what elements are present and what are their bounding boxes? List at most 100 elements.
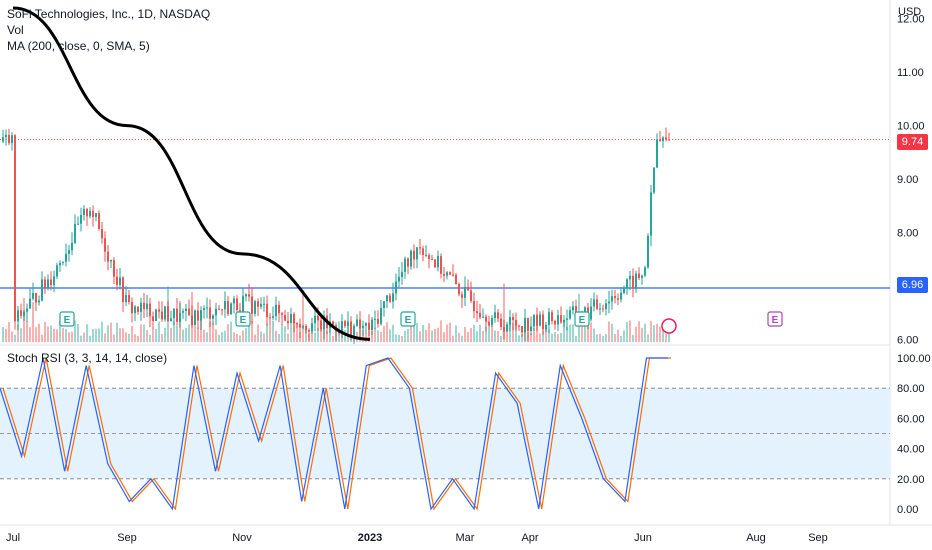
volume-bar xyxy=(605,334,607,342)
candle xyxy=(560,315,562,323)
rsi-k-line[interactable] xyxy=(0,357,668,511)
candle xyxy=(497,312,499,319)
volume-bar xyxy=(632,334,634,342)
candle xyxy=(41,279,43,301)
stoch-rsi-legend[interactable]: Stoch RSI (3, 3, 14, 14, close) xyxy=(7,351,168,365)
candle xyxy=(623,288,625,293)
volume-bar xyxy=(362,330,364,342)
earnings-marker[interactable] xyxy=(767,311,783,327)
candle xyxy=(527,317,529,331)
volume-bar xyxy=(572,324,574,342)
currency-label[interactable]: USD xyxy=(898,6,922,18)
candle xyxy=(251,296,253,314)
candle xyxy=(332,321,334,326)
volume-bar xyxy=(494,330,496,342)
candle xyxy=(50,279,52,285)
candle xyxy=(563,319,565,323)
earnings-marker[interactable] xyxy=(235,311,251,327)
volume-bar xyxy=(197,327,199,342)
candle xyxy=(194,310,196,325)
volume-bar xyxy=(83,332,85,342)
candle xyxy=(74,224,76,243)
volume-bar xyxy=(491,325,493,342)
volume-bar xyxy=(626,322,628,342)
volume-bar xyxy=(437,327,439,342)
volume-bar xyxy=(65,328,67,342)
candle xyxy=(548,312,550,325)
volume-bar xyxy=(53,328,55,342)
volume-bar xyxy=(383,326,385,342)
candle xyxy=(167,306,169,322)
candle xyxy=(416,247,418,260)
candle xyxy=(464,286,466,298)
volume-bar xyxy=(617,329,619,342)
volume-bar xyxy=(431,330,433,342)
volume-bar xyxy=(659,326,661,342)
volume-bar xyxy=(86,324,88,342)
candle xyxy=(266,303,268,318)
candle xyxy=(413,250,415,260)
candle xyxy=(170,318,172,322)
volume-bar xyxy=(8,321,10,342)
volume-bar xyxy=(482,330,484,342)
candle xyxy=(521,326,523,333)
volume-bar xyxy=(56,329,58,342)
earnings-marker[interactable] xyxy=(574,311,590,327)
volume-bar xyxy=(134,334,136,342)
volume-bar xyxy=(470,328,472,342)
volume-bar xyxy=(587,323,589,342)
volume-bar xyxy=(344,330,346,342)
volume-bar xyxy=(155,328,157,342)
candle xyxy=(242,296,244,312)
volume-bar xyxy=(320,328,322,342)
volume-bar xyxy=(302,290,304,342)
volume-bar xyxy=(551,333,553,342)
volume-bar xyxy=(236,333,238,342)
candle xyxy=(77,223,79,225)
candle xyxy=(668,139,670,141)
volume-bar xyxy=(560,332,562,342)
volume-bar xyxy=(92,328,94,342)
volume-bar xyxy=(440,320,442,342)
earnings-marker[interactable] xyxy=(59,311,75,327)
volume-bar xyxy=(488,321,490,342)
candle xyxy=(71,242,73,251)
candle xyxy=(653,167,655,193)
volume-bar xyxy=(296,321,298,342)
earnings-marker[interactable] xyxy=(400,311,416,327)
volume-bar xyxy=(11,331,13,342)
rsi-d-line[interactable] xyxy=(2,357,671,511)
candle xyxy=(515,320,517,326)
volume-bar xyxy=(317,328,319,342)
dividend-icon[interactable] xyxy=(661,318,677,334)
volume-bar xyxy=(143,324,145,342)
volume-bar xyxy=(170,328,172,342)
time-axis-label: Sep xyxy=(117,532,137,544)
candle xyxy=(443,273,445,276)
candle xyxy=(569,310,571,319)
rsi-tick-label: 100.00 xyxy=(897,353,931,365)
volume-bar xyxy=(455,325,457,342)
volume-bar xyxy=(80,335,82,342)
symbol-title[interactable]: SoFi Technologies, Inc., 1D, NASDAQ xyxy=(7,7,211,21)
candle xyxy=(116,276,118,286)
volume-bar xyxy=(182,329,184,342)
time-axis-label: Jul xyxy=(6,532,20,544)
candle xyxy=(470,290,472,302)
ma-200-line[interactable] xyxy=(12,6,371,341)
ma-legend[interactable]: MA (200, close, 0, SMA, 5) xyxy=(7,39,150,53)
candle xyxy=(479,312,481,318)
volume-bar xyxy=(125,332,127,342)
volume-bar xyxy=(590,322,592,342)
candle xyxy=(488,321,490,325)
candle xyxy=(149,303,151,317)
volume-legend[interactable]: Vol xyxy=(7,23,24,37)
candle xyxy=(47,279,49,288)
candle xyxy=(107,251,109,262)
volume-bar xyxy=(392,324,394,342)
candle xyxy=(65,253,67,262)
candle xyxy=(11,135,13,144)
volume-bar xyxy=(377,330,379,342)
candle xyxy=(659,139,661,142)
